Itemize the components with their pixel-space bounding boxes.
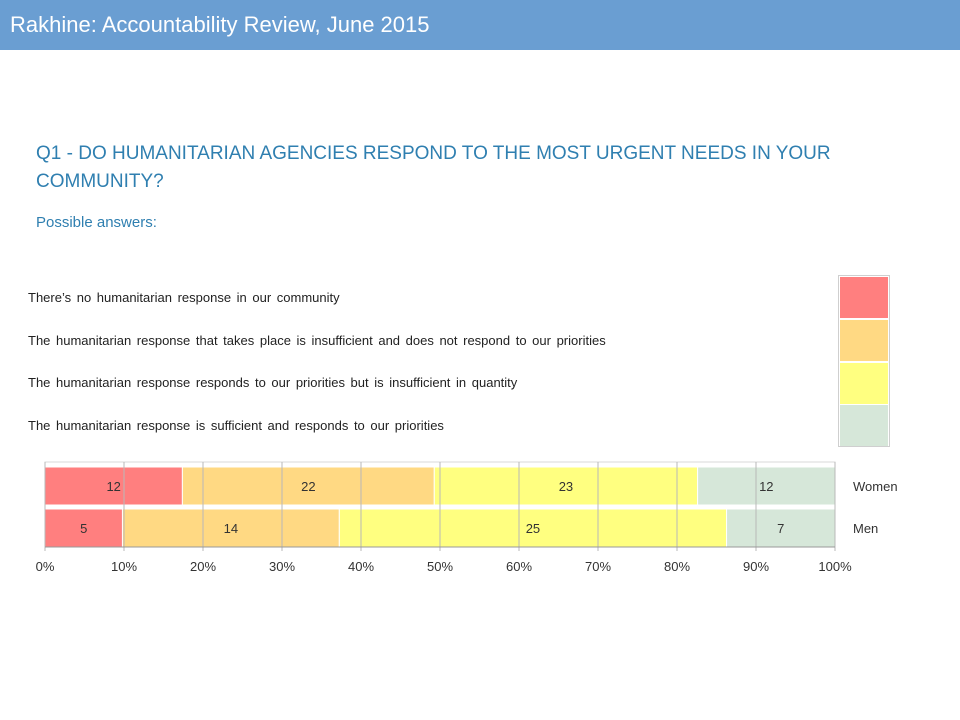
- answer-label-insufficient: The humanitarian response that takes pla…: [28, 333, 606, 348]
- answer-color-key: [838, 275, 890, 447]
- data-label-men-series-1: 5: [80, 521, 87, 536]
- answer-label-sufficient: The humanitarian response is sufficient …: [28, 418, 444, 433]
- bar-women-series-4: [697, 466, 836, 506]
- data-label-women-series-2: 22: [301, 479, 315, 494]
- category-label-women: Women: [853, 479, 898, 494]
- category-label-men: Men: [853, 521, 878, 536]
- x-tick-label-2: 20%: [190, 559, 216, 574]
- possible-answers-label: Possible answers:: [36, 214, 157, 231]
- data-label-women-series-3: 23: [559, 479, 573, 494]
- x-tick-label-9: 90%: [743, 559, 769, 574]
- data-label-men-series-2: 14: [224, 521, 238, 536]
- bar-men-series-2: [121, 508, 340, 548]
- header-bar: Rakhine: Accountability Review, June 201…: [0, 0, 960, 50]
- swatch-insufficient-quantity: [840, 363, 888, 404]
- x-tick-label-7: 70%: [585, 559, 611, 574]
- bar-men-series-4: [726, 508, 836, 548]
- x-tick-label-1: 10%: [111, 559, 137, 574]
- swatch-sufficient: [840, 405, 888, 446]
- data-label-men-series-4: 7: [777, 521, 784, 536]
- bar-women-series-2: [181, 466, 435, 506]
- answer-label-insufficient-quantity: The humanitarian response responds to ou…: [28, 375, 518, 390]
- question-heading: Q1 - DO HUMANITARIAN AGENCIES RESPOND TO…: [36, 143, 831, 192]
- bar-men-series-3: [338, 508, 728, 548]
- plot-area: [44, 461, 836, 548]
- data-label-men-series-3: 25: [526, 521, 540, 536]
- bar-women-series-3: [433, 466, 699, 506]
- x-tick-label-8: 80%: [664, 559, 690, 574]
- swatch-insufficient: [840, 320, 888, 361]
- x-tick-label-4: 40%: [348, 559, 374, 574]
- x-tick-label-10: 100%: [818, 559, 852, 574]
- answer-label-no-response: There’s no humanitarian response in our …: [28, 290, 340, 305]
- bar-women-series-1: [44, 466, 183, 506]
- x-tick-label-6: 60%: [506, 559, 532, 574]
- x-tick-label-0: 0%: [36, 559, 55, 574]
- x-tick-label-3: 30%: [269, 559, 295, 574]
- data-label-women-series-1: 12: [106, 479, 120, 494]
- page-title: Rakhine: Accountability Review, June 201…: [10, 12, 430, 37]
- bar-men-series-1: [44, 508, 123, 548]
- data-label-women-series-4: 12: [759, 479, 773, 494]
- x-tick-label-5: 50%: [427, 559, 453, 574]
- swatch-no-response: [840, 277, 888, 318]
